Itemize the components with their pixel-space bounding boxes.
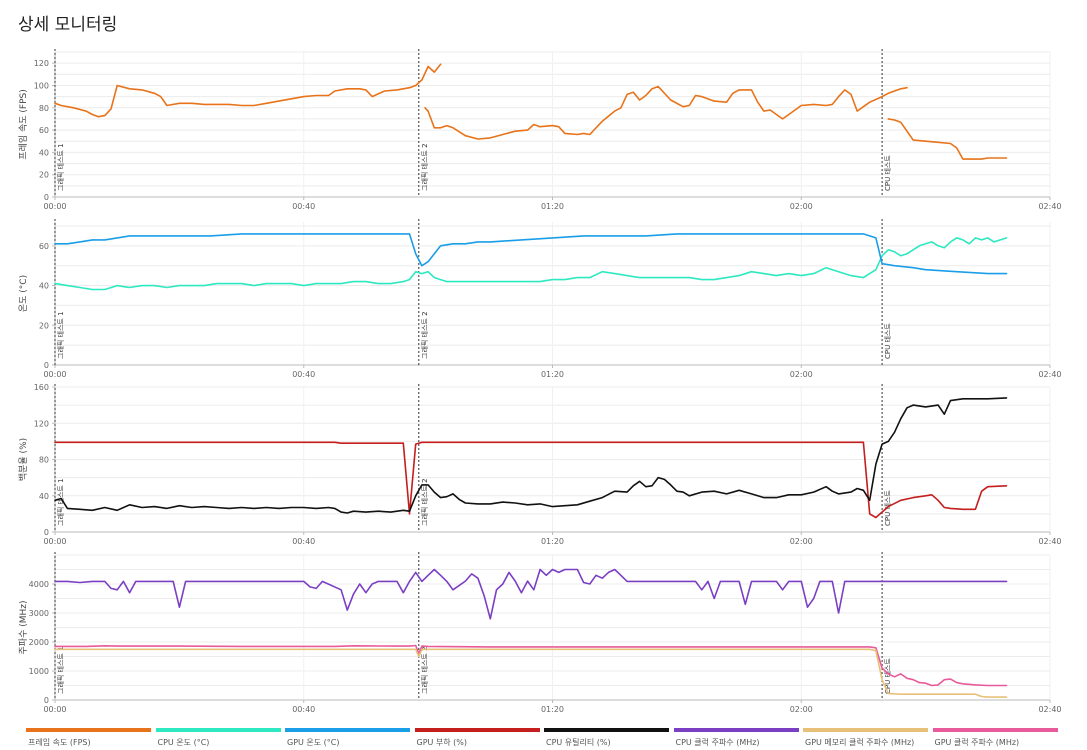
y-tick-label: 0 — [44, 528, 49, 537]
test-marker-label: 그래픽 테스트 2 — [420, 143, 429, 191]
legend-swatch — [414, 728, 540, 732]
x-tick-label: 00:00 — [43, 202, 66, 211]
y-tick-label: 0 — [44, 361, 49, 370]
x-tick-label: 00:40 — [292, 537, 315, 546]
y-tick-label: 120 — [34, 419, 49, 428]
legend-swatch — [285, 728, 410, 732]
test-marker-label: 그래픽 테스트 2 — [420, 311, 429, 359]
x-tick-label: 02:00 — [790, 370, 813, 379]
x-tick-label: 00:00 — [43, 705, 66, 714]
test-marker-label: 그래픽 테스트 1 — [56, 478, 65, 526]
series-line-fps — [424, 85, 908, 140]
x-tick-label: 01:20 — [541, 705, 564, 714]
x-tick-label: 00:00 — [43, 537, 66, 546]
test-marker-label: CPU 테스트 — [884, 155, 892, 191]
legend-label: GPU 메모리 클럭 주파수 (MHz) — [805, 738, 915, 747]
x-tick-label: 01:20 — [541, 370, 564, 379]
page-title: 상세 모니터링 — [18, 15, 118, 35]
legend-swatch — [544, 728, 669, 732]
legend-item-gpu_mem_clock[interactable]: GPU 메모리 클럭 주파수 (MHz) — [803, 728, 928, 748]
legend-label: 프레임 속도 (FPS) — [28, 738, 91, 747]
test-marker-label: CPU 테스트 — [884, 323, 892, 359]
legend-swatch — [155, 728, 281, 732]
y-axis-label: 백분율 (%) — [18, 438, 29, 481]
legend-label: GPU 온도 (°C) — [287, 738, 340, 747]
y-tick-label: 60 — [39, 242, 49, 251]
y-tick-label: 0 — [44, 193, 49, 202]
y-tick-label: 100 — [34, 81, 49, 90]
x-tick-label: 02:40 — [1038, 370, 1061, 379]
test-marker-label: 그래픽 테스트 1 — [56, 646, 65, 694]
legend-item-gpu_clock[interactable]: GPU 클럭 주파수 (MHz) — [932, 728, 1058, 748]
legend-item-cpu_temp[interactable]: CPU 온도 (°C) — [155, 728, 281, 748]
y-tick-label: 120 — [34, 59, 49, 68]
y-axis-label: 온도 (°C) — [18, 275, 29, 312]
legend-label: CPU 온도 (°C) — [157, 738, 210, 747]
legend-item-cpu_util[interactable]: CPU 유틸리티 (%) — [544, 728, 669, 748]
legend-label: CPU 클럭 주파수 (MHz) — [675, 738, 760, 747]
x-tick-label: 00:40 — [292, 202, 315, 211]
x-tick-label: 00:40 — [292, 370, 315, 379]
y-tick-label: 4000 — [29, 580, 49, 589]
y-axis-label: 주파수 (MHz) — [18, 601, 29, 655]
test-marker-label: 그래픽 테스트 2 — [420, 478, 429, 526]
y-tick-label: 40 — [39, 282, 49, 291]
y-tick-label: 0 — [44, 696, 49, 705]
legend-swatch — [932, 728, 1058, 732]
y-tick-label: 3000 — [29, 609, 49, 618]
test-marker-label: 그래픽 테스트 2 — [420, 646, 429, 694]
test-marker-label: CPU 테스트 — [884, 658, 892, 694]
y-tick-label: 60 — [39, 126, 49, 135]
legend-label: CPU 유틸리티 (%) — [546, 738, 611, 747]
y-tick-label: 20 — [39, 171, 49, 180]
legend-item-cpu_clock[interactable]: CPU 클럭 주파수 (MHz) — [673, 728, 799, 748]
series-line-gpu_mem_clock — [54, 648, 1008, 698]
legend: 프레임 속도 (FPS) CPU 온도 (°C) GPU 온도 (°C) GPU 부하… — [26, 728, 1060, 750]
legend-label: GPU 부하 (%) — [416, 738, 468, 747]
test-marker-label: 그래픽 테스트 1 — [56, 143, 65, 191]
series-line-gpu_load — [54, 441, 1008, 519]
test-marker-label: 그래픽 테스트 1 — [56, 311, 65, 359]
legend-item-fps[interactable]: 프레임 속도 (FPS) — [26, 728, 151, 748]
y-tick-label: 1000 — [29, 667, 49, 676]
legend-item-gpu_temp[interactable]: GPU 온도 (°C) — [285, 728, 410, 748]
y-tick-label: 20 — [39, 321, 49, 330]
x-tick-label: 02:00 — [790, 537, 813, 546]
series-line-cpu_util — [54, 397, 1008, 514]
y-tick-label: 80 — [39, 104, 49, 113]
y-tick-label: 160 — [34, 383, 49, 392]
series-line-gpu_temp — [54, 233, 1008, 275]
x-tick-label: 02:00 — [790, 202, 813, 211]
series-line-cpu_clock — [54, 568, 1008, 620]
legend-swatch — [26, 728, 151, 732]
y-tick-label: 2000 — [29, 638, 49, 647]
x-tick-label: 00:00 — [43, 370, 66, 379]
x-tick-label: 02:40 — [1038, 537, 1061, 546]
x-tick-label: 02:40 — [1038, 202, 1061, 211]
series-line-cpu_temp — [54, 237, 1008, 291]
legend-swatch — [673, 728, 799, 732]
y-tick-label: 40 — [39, 148, 49, 157]
y-axis-label: 프레임 속도 (FPS) — [17, 89, 29, 159]
legend-swatch — [803, 728, 928, 732]
x-tick-label: 00:40 — [292, 705, 315, 714]
series-line-fps — [54, 63, 442, 118]
x-tick-label: 01:20 — [541, 202, 564, 211]
x-tick-label: 02:40 — [1038, 705, 1061, 714]
x-tick-label: 02:00 — [790, 705, 813, 714]
series-line-gpu_clock — [54, 644, 1008, 687]
series-line-fps — [887, 118, 1008, 160]
x-tick-label: 01:20 — [541, 537, 564, 546]
legend-label: GPU 클럭 주파수 (MHz) — [934, 738, 1020, 747]
monitoring-charts: 0 20 40 60 80 100 120 00:00 00:40 01:20 02:00 02:40… — [17, 49, 1062, 714]
y-tick-label: 40 — [39, 492, 49, 501]
legend-item-gpu_load[interactable]: GPU 부하 (%) — [414, 728, 540, 748]
y-tick-label: 80 — [39, 456, 49, 465]
